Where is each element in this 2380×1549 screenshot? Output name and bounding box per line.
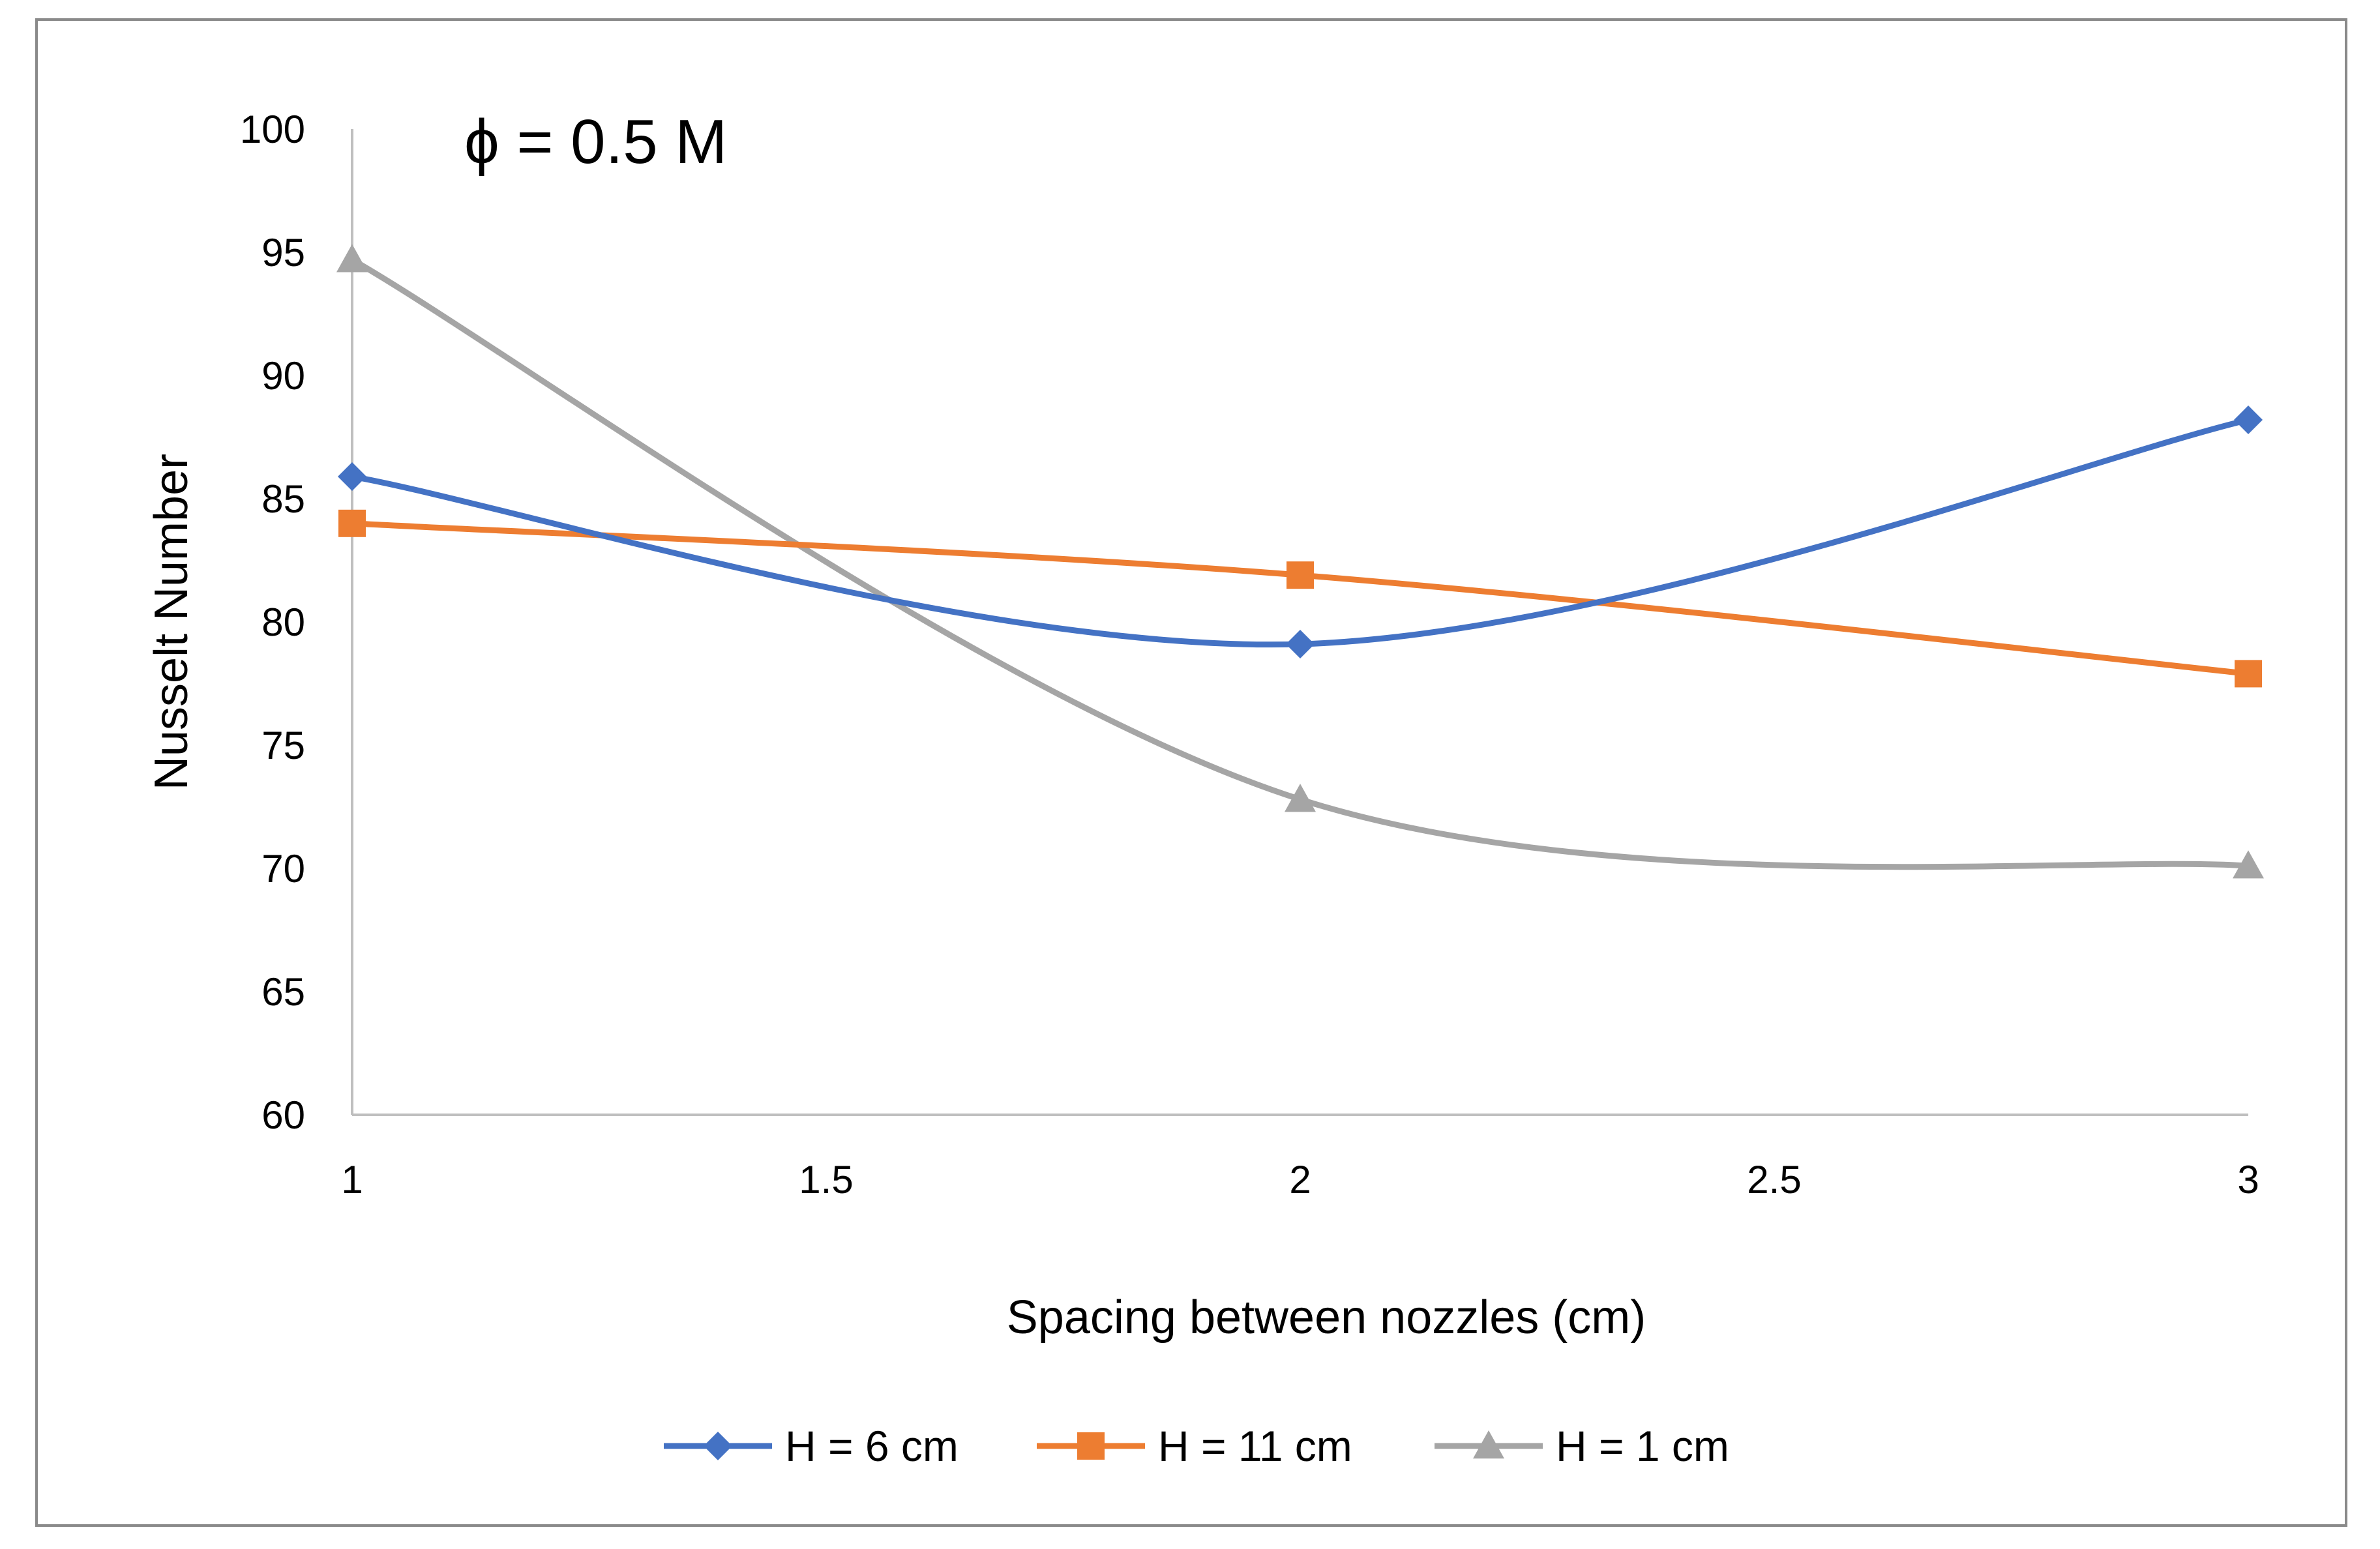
x-tick-label: 1	[341, 1158, 363, 1202]
data-point-marker	[1287, 561, 1314, 589]
legend-label: H = 1 cm	[1556, 1422, 1729, 1470]
y-tick-label: 95	[261, 231, 305, 274]
series-line-0	[349, 417, 2252, 648]
y-tick-label: 60	[261, 1093, 305, 1137]
y-tick-label: 65	[261, 970, 305, 1014]
legend-marker	[1077, 1432, 1105, 1460]
legend: H = 6 cm H = 11 cm H = 1 cm	[664, 1422, 1729, 1470]
y-tick-labels: 60 65 70 75 80 85 90 95 100	[240, 108, 305, 1137]
data-point-marker	[2234, 406, 2263, 435]
x-tick-label: 3	[2237, 1158, 2259, 1202]
y-tick-label: 75	[261, 724, 305, 767]
data-point-marker	[338, 462, 366, 491]
y-tick-label: 90	[261, 354, 305, 398]
data-point-marker	[2233, 850, 2264, 879]
chart-frame	[35, 18, 2347, 1527]
data-point-marker	[338, 509, 366, 537]
y-axis-title: Nusselt Number	[145, 454, 198, 790]
data-point-marker	[2235, 660, 2262, 688]
x-tick-labels: 1 1.5 2 2.5 3	[341, 1158, 2259, 1202]
y-tick-label: 85	[261, 477, 305, 521]
legend-label: H = 11 cm	[1158, 1422, 1352, 1470]
data-point-marker	[1285, 784, 1316, 812]
x-axis-title: Spacing between nozzles (cm)	[1007, 1291, 1646, 1344]
legend-marker	[704, 1432, 732, 1460]
series-line-2	[349, 256, 2252, 870]
x-tick-label: 1.5	[799, 1158, 853, 1202]
x-tick-label: 2.5	[1747, 1158, 1801, 1202]
phi-annotation: ϕ = 0.5 M	[464, 107, 727, 177]
series-markers	[336, 244, 2264, 879]
y-tick-label: 100	[240, 108, 305, 151]
legend-label: H = 6 cm	[785, 1422, 959, 1470]
y-tick-label: 70	[261, 847, 305, 891]
data-point-marker	[1286, 630, 1315, 659]
y-tick-label: 80	[261, 600, 305, 644]
axes	[351, 129, 2248, 1116]
legend-marker	[1473, 1430, 1504, 1459]
x-tick-label: 2	[1289, 1158, 1311, 1202]
data-point-marker	[336, 244, 368, 273]
